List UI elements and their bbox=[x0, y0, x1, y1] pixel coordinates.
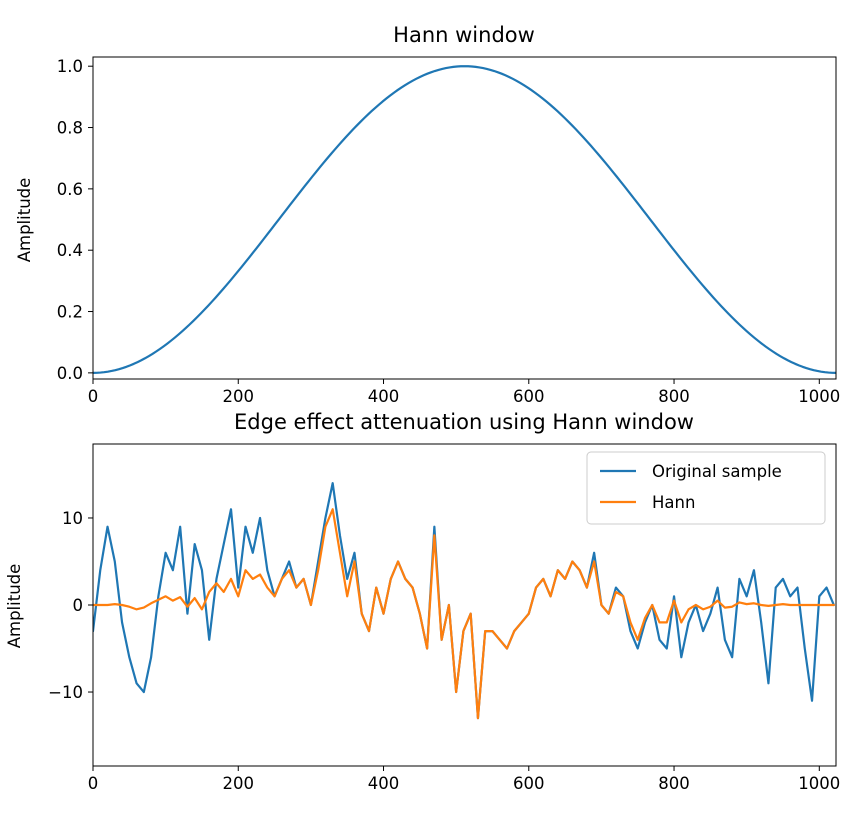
hann-window-ytick-label: 0.8 bbox=[57, 119, 83, 138]
hann-window-xtick-label: 200 bbox=[223, 387, 255, 406]
edge-attenuation-ytick-label: −10 bbox=[48, 683, 83, 702]
legend-box bbox=[586, 451, 826, 525]
hann-window-xtick-label: 800 bbox=[658, 387, 690, 406]
hann-window-ytick-label: 0.0 bbox=[57, 364, 83, 383]
hann-window-panel: Hann window Amplitude 0 200 400 600 800 1000 … bbox=[15, 23, 840, 406]
hann-window-xtick-label: 1000 bbox=[798, 387, 840, 406]
legend-label-hann: Hann bbox=[652, 493, 695, 512]
legend: Original sample Hann bbox=[586, 451, 826, 525]
hann-window-series-0 bbox=[93, 65, 836, 374]
edge-attenuation-xtick-label: 200 bbox=[223, 774, 255, 793]
hann-window-ylabel: Amplitude bbox=[15, 178, 34, 263]
edge-attenuation-y-ticks: −10 0 10 bbox=[48, 509, 93, 702]
hann-window-frame bbox=[92, 56, 837, 380]
edge-attenuation-title: Edge effect attenuation using Hann windo… bbox=[234, 410, 694, 434]
edge-attenuation-ytick-label: 10 bbox=[62, 509, 83, 528]
edge-attenuation-x-ticks: 0 200 400 600 800 1000 bbox=[88, 766, 840, 793]
hann-window-x-ticks: 0 200 400 600 800 1000 bbox=[88, 379, 840, 406]
edge-attenuation-xtick-label: 800 bbox=[658, 774, 690, 793]
hann-window-title: Hann window bbox=[393, 23, 535, 47]
edge-attenuation-xtick-label: 0 bbox=[88, 774, 99, 793]
hann-window-xtick-label: 400 bbox=[368, 387, 400, 406]
hann-window-ytick-label: 0.6 bbox=[57, 180, 83, 199]
hann-window-y-ticks: 0.0 0.2 0.4 0.6 0.8 1.0 bbox=[57, 57, 93, 383]
edge-attenuation-series-hann bbox=[93, 508, 835, 720]
edge-attenuation-xtick-label: 600 bbox=[513, 774, 545, 793]
edge-attenuation-ylabel: Amplitude bbox=[5, 564, 24, 649]
edge-attenuation-panel: Edge effect attenuation using Hann windo… bbox=[5, 410, 840, 793]
hann-window-plot-area bbox=[93, 65, 836, 374]
edge-attenuation-ytick-label: 0 bbox=[73, 596, 84, 615]
edge-attenuation-frame bbox=[92, 443, 837, 767]
edge-attenuation-xtick-label: 1000 bbox=[798, 774, 840, 793]
hann-window-ytick-label: 0.2 bbox=[57, 303, 83, 322]
hann-window-ytick-label: 1.0 bbox=[57, 57, 83, 76]
hann-window-xtick-label: 600 bbox=[513, 387, 545, 406]
edge-attenuation-plot-area bbox=[93, 482, 835, 720]
hann-window-ytick-label: 0.4 bbox=[57, 241, 83, 260]
edge-attenuation-xtick-label: 400 bbox=[368, 774, 400, 793]
hann-window-xtick-label: 0 bbox=[88, 387, 99, 406]
legend-label-original-sample: Original sample bbox=[652, 462, 782, 481]
